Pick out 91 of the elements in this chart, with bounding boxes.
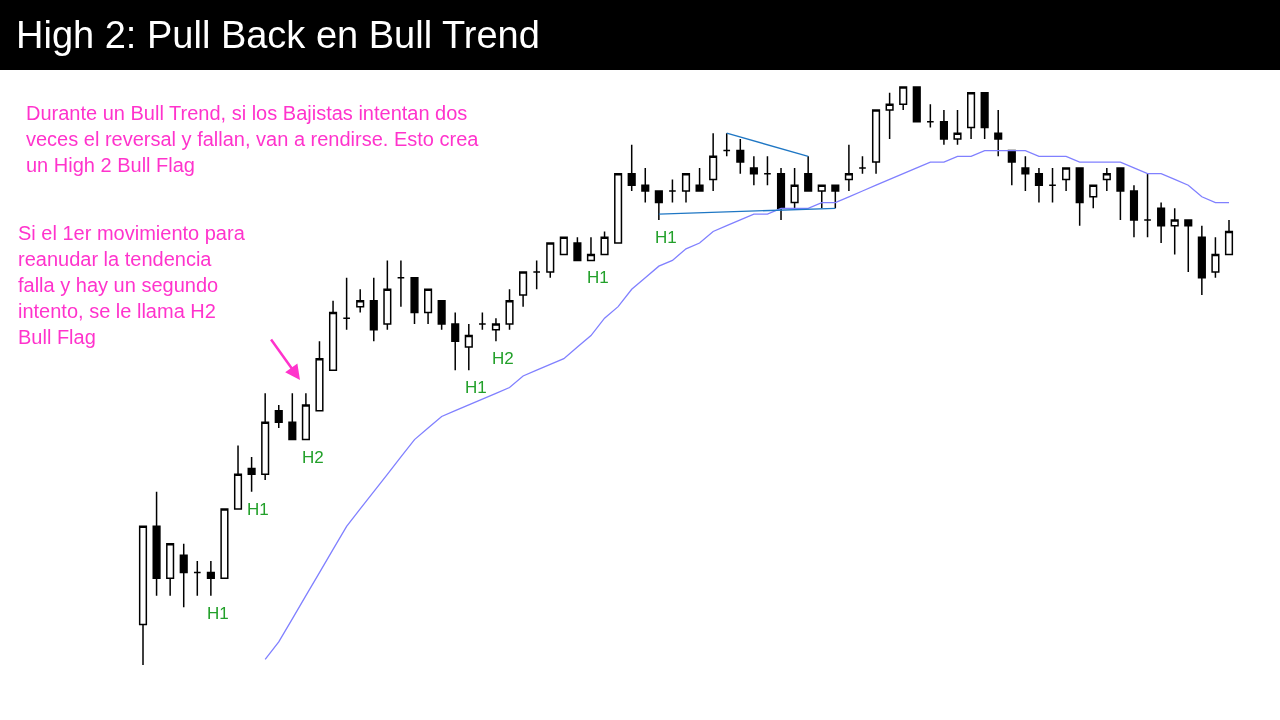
candlestick [261,392,270,481]
text: H1 [247,500,269,519]
candlestick [654,190,663,221]
candlestick [301,392,310,441]
candlestick [885,91,894,140]
candlestick [1007,149,1016,186]
candlestick [491,317,501,343]
candlestick [573,236,582,262]
candlestick [424,288,433,325]
candlestick [1129,184,1139,238]
candlestick [1089,184,1098,210]
candlestick [1224,219,1234,256]
candlestick [790,167,799,210]
candlestick [464,323,473,371]
candlestick [1034,167,1044,204]
candlestick [410,276,419,325]
candlestick [831,184,840,210]
candlestick [912,86,921,123]
candlestick [586,236,596,262]
candlestick [546,242,555,279]
candlestick [668,178,677,204]
annotation: Durante un Bull Trend, si los Bajistas intentan dos veces el reversal y fallan, van a rendirse. Esto crea un High 2 Bull Flag [26,102,480,176]
candlestick [233,444,243,510]
candlestick [519,271,528,308]
candlestick [939,109,948,146]
candlestick [776,167,786,221]
candlestick [1116,167,1125,221]
candlestick [559,236,568,256]
candlestick [681,172,691,204]
candlestick [179,542,188,608]
candlestick [899,86,908,111]
candlestick [342,276,351,331]
candlestick [1143,172,1152,238]
candlestick [804,155,813,192]
candlestick [749,155,758,186]
candlestick [967,91,976,140]
candlestick [817,184,826,210]
candlestick [641,167,650,204]
candlestick [1021,155,1030,192]
text: H1 [655,228,677,247]
candlestick [695,167,704,192]
candlestick [709,132,718,192]
candlestick [1211,236,1220,279]
candlestick [138,525,148,666]
candlestick [763,155,772,186]
candlestick [1048,167,1057,204]
text: H2 [302,448,324,467]
candlestick [247,456,256,493]
annotation: Si el 1er movimiento para reanudar la tendencia falla y hay un segundo intento, se le llama H2 Bull Flag [18,222,246,348]
candlestick [844,144,853,192]
candlestick [288,392,297,441]
candlestick [600,230,609,256]
candlestick [627,144,636,192]
candlestick [953,109,962,146]
candlestick [994,109,1003,158]
candlestick [1075,167,1084,227]
candlestick [152,490,161,597]
candlestick [871,109,881,175]
chart-title: High 2: Pull Back en Bull Trend [16,14,540,57]
candlestick [926,103,935,129]
candlestick [478,311,487,331]
candlestick [166,542,175,597]
candlestick [614,172,623,244]
candlestick [1102,167,1111,192]
candlestick [532,259,541,291]
candlestick [383,259,392,331]
candlestick [722,132,731,158]
candlestick [980,91,989,140]
candlestick [1157,201,1166,244]
candlestick [736,138,745,175]
candlestick [274,404,283,429]
candlestick [220,508,229,580]
text: H2 [492,349,514,368]
candlestick [1184,219,1193,273]
candlestick [1170,207,1179,256]
candlestick [193,560,202,597]
candlestick [328,300,338,371]
candlestick [369,276,378,343]
candlestick [315,340,324,412]
text: H1 [465,378,487,397]
candlestick [396,259,405,308]
candlestick [505,288,514,331]
candlestick [356,288,365,314]
candlestick [451,311,460,371]
candlestick [1197,224,1206,296]
candlestick [858,155,867,175]
text: H1 [587,268,609,287]
text: H1 [207,604,229,623]
candlestick [206,560,215,597]
candlestick [437,300,446,331]
candlestick [1062,167,1071,192]
